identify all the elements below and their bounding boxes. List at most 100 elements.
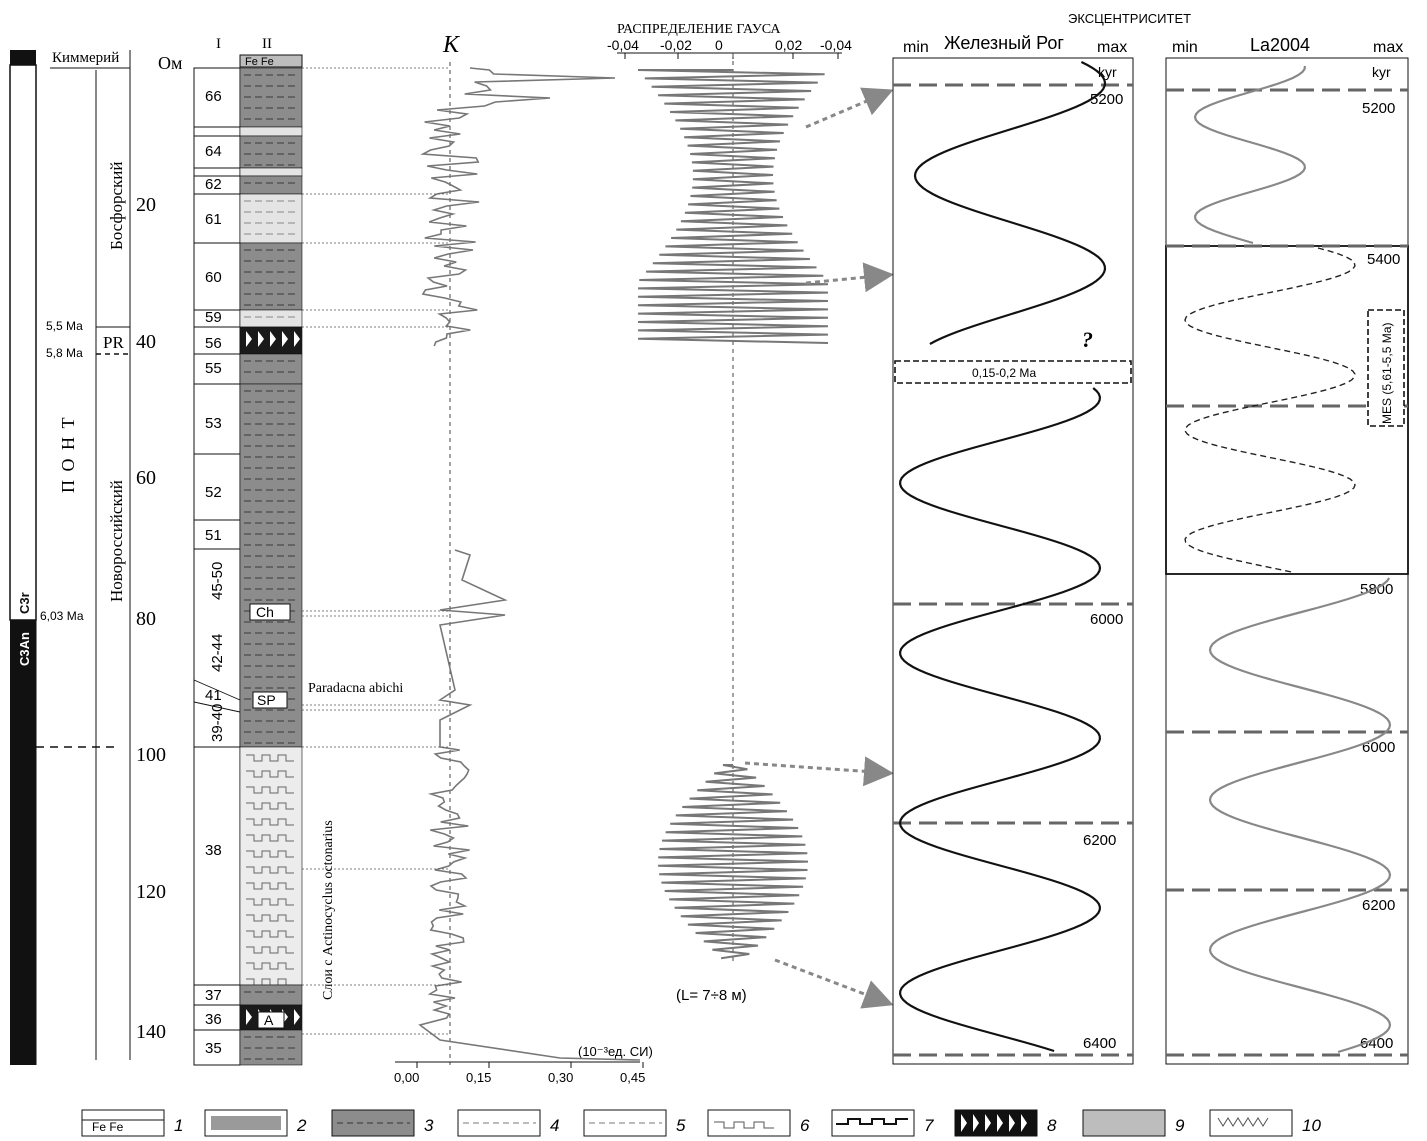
bed-label: 38 [205,842,222,859]
bed-boundaries [193,126,241,1031]
lithology-column: I II Fe Fe 66 64 62 61 60 59 56 55 53 52 51 45-50 42… [193,36,403,1066]
legend-fe-label: Fe Fe [92,1120,124,1134]
lithology-layer [239,984,303,1006]
marker-a: A [264,1012,274,1028]
bed-label: 45-50 [209,562,226,600]
legend-number: 9 [1175,1116,1185,1135]
legend-pattern [1009,1114,1015,1132]
lithology-cross [246,866,294,874]
legend-fill [211,1116,281,1130]
panel2-curve-upper [1193,65,1307,245]
panel2-mes-label: MES (5,61-5,5 Ма) [1380,322,1394,424]
lithology-cross [246,770,294,778]
k-tick-label: 0,45 [620,1070,645,1085]
lithology-cross [246,882,294,890]
lithology-layer [239,126,303,137]
bed-label: 52 [205,484,222,501]
lithology-pattern [270,331,276,347]
k-tick-label: 0,15 [466,1070,491,1085]
bed-label: 62 [205,176,222,193]
k-unit: (10⁻³ед. СИ) [578,1044,653,1059]
panel2-tick-5400: 5400 [1367,251,1400,268]
legend-number: 10 [1302,1116,1321,1135]
legend-number: 6 [800,1116,810,1135]
bed-label: 39-40 [209,704,226,742]
panel2-tick-6000: 6000 [1362,739,1395,756]
lithology-cross [246,786,294,794]
annotation-actinocyclus: Слои с Actinocyclus octonarius [321,820,336,1000]
bed-label: 59 [205,309,222,326]
lithology-pattern [294,1009,300,1025]
stage-kimmerian: Киммерий [52,50,119,66]
bed-label: 42-44 [209,634,226,672]
stage-pont: П О Н Т [58,416,78,494]
panel2-unit: kyr [1372,64,1391,80]
lithology-layer [239,746,303,986]
lithology-layers [239,67,303,1066]
legend-number: 5 [676,1116,686,1135]
lithology-cross [246,930,294,938]
lithology-pattern [246,331,252,347]
bed-boundary [193,679,241,701]
panel1-tick-5200: 5200 [1090,91,1123,108]
depth-tick-label: 20 [136,194,156,216]
bed-label: 53 [205,415,222,432]
gauss-tick-label: -0,02 [660,37,692,53]
legend-number: 2 [296,1116,307,1135]
panel1-name: Железный Рог [944,33,1064,53]
legend-cross [714,1121,774,1129]
panel2-name: La2004 [1250,35,1310,55]
age-5-5: 5,5 Ма [46,319,83,333]
panel2-min: min [1172,39,1198,56]
stage-bosporian: Босфорский [107,162,126,250]
legend-swatch [1209,1109,1293,1137]
column-i-label: I [216,36,221,52]
stage-novorossian: Новороссийский [107,480,126,602]
k-panel: К 0,00 0,15 0,30 0,45 (10⁻³ед. СИ) [302,32,653,1085]
panel1-tick-6000: 6000 [1090,611,1123,628]
gauss-wavelength: (L= 7÷8 м) [676,987,747,1004]
panel1-max: max [1097,39,1127,56]
gauss-lower-signal [658,764,809,960]
legend-number: 7 [924,1116,934,1135]
legend-pattern [961,1114,967,1132]
bed-label: 41 [205,687,222,704]
panel1-curve-lower [898,387,1102,1053]
panel1-min: min [903,39,929,56]
lithology-layer [239,309,303,328]
legend-pattern [973,1114,979,1132]
depth-tick-label: 140 [136,1021,166,1043]
marker-ch: Ch [256,604,274,620]
lithology-cross [246,978,294,986]
lithology-pattern [246,1009,252,1025]
lithology-cross [246,898,294,906]
legend-pattern [1021,1114,1027,1132]
panel1-tick-6200: 6200 [1083,832,1116,849]
k-tick-label: 0,30 [548,1070,573,1085]
lithology-layer [239,353,303,385]
polarity-c3an-label: C3An [17,632,32,666]
bed-label: 35 [205,1040,222,1057]
depth-ticks: 20 40 60 80 100 120 140 [136,194,166,1043]
legend: Fe Fe 1 2 3 4 5 6 7 8 9 10 [81,1109,1321,1137]
gauss-panel: РАСПРЕДЕЛЕНИЕ ГАУСА -0,04 -0,02 0 0,02 -0,04… [607,22,894,1009]
panel2-tick-5200: 5200 [1362,100,1395,117]
gauss-upper-signal [637,69,829,344]
bed-label: 61 [205,211,222,228]
bed-boundary [193,701,241,713]
legend-vv [1217,1117,1269,1127]
lithology-cross [246,946,294,954]
stage-columns: Киммерий П О Н Т Босфорский Новороссийск… [40,50,131,1060]
panel2-tick-6200: 6200 [1362,897,1395,914]
eccentricity-panel-zhelezny-rog: min Железный Рог max kyr 5200 6000 6200 … [892,33,1134,1065]
marker-sp: SP [257,692,276,708]
lithology-pattern [258,331,264,347]
legend-number: 1 [174,1116,183,1135]
panel1-tick-6400: 6400 [1083,1035,1116,1052]
panel1-unit: kyr [1098,64,1117,80]
bed-label: 51 [205,527,222,544]
legend-number: 3 [424,1116,434,1135]
lithology-cross [246,850,294,858]
